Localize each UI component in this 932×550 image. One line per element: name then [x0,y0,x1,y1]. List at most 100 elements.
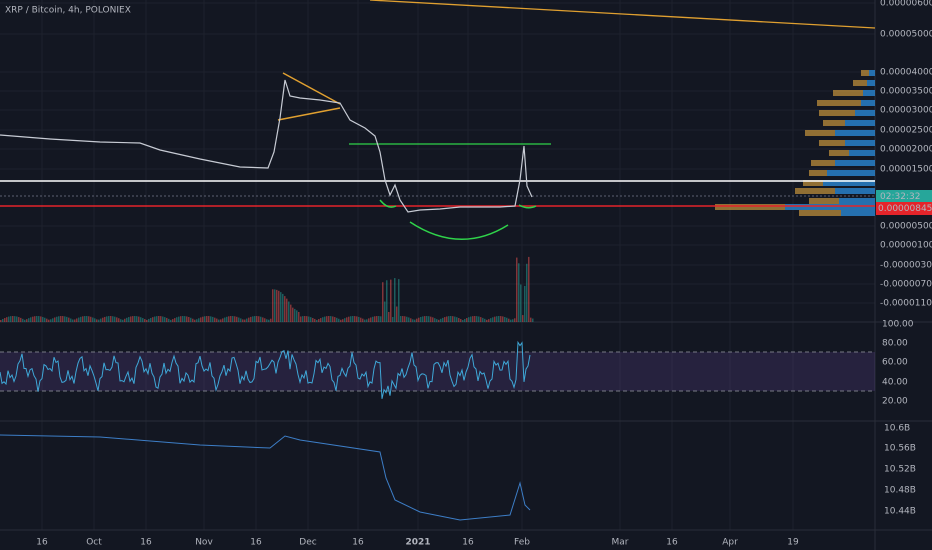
volume-bar [190,317,192,322]
volume-bar [82,316,84,322]
volume-bar [416,318,418,322]
volume-bar [230,316,232,322]
volume-bar [216,318,218,322]
volume-bar [382,282,384,322]
volume-bar [306,316,308,322]
volume-bar [142,318,144,322]
volume-bar [224,317,226,322]
volume-bar [328,316,330,322]
volume-bar [370,317,372,322]
volume-bar [346,317,348,322]
grid [0,0,875,530]
volume-bar [404,316,406,322]
volume-bar [122,319,124,322]
volume-bar [436,319,438,322]
volume-bar [144,319,146,322]
time-tick-label: 2021 [405,538,430,548]
volume-bar [440,318,442,322]
price-series [0,79,533,213]
volume-bar [276,289,278,322]
volume-bar [488,319,490,322]
profile-gold [823,120,845,126]
volume-bar [508,318,510,322]
volume-bar [170,319,172,322]
volume-bar [44,317,46,322]
time-tick-label: 16 [352,538,364,548]
volume-bar [38,316,40,322]
price-tick-label: 0.00003000 [880,106,932,116]
volume-bar [354,316,356,322]
volume-bar [210,316,212,322]
volume-bar [278,290,280,322]
profile-gold [809,198,839,204]
price-tick-label: 0.00005000 [880,30,932,40]
price-tick-label: -0.00000700 [880,280,932,290]
price-tick-label: 0.00002000 [880,145,932,155]
volume-bar [468,317,470,322]
volume-bar [514,318,516,322]
volume-bar [48,319,50,322]
volume-bar [476,316,478,322]
symbol-header: XRP / Bitcoin, 4h, POLONIEX [5,6,131,16]
volume-bar [134,316,136,322]
volume-bar [302,316,304,322]
volume-bar [530,317,532,322]
volume-bar [270,318,272,322]
volume-bar [292,307,294,322]
volume-bar [336,317,338,322]
volume-bar [4,318,6,322]
profile-blue [845,140,875,146]
volume-bar [168,318,170,322]
volume-bar [326,316,328,322]
volume-bar [374,316,376,322]
volume-bar [78,317,80,322]
volume-bar [234,316,236,322]
volume-bar [74,319,76,322]
rsi-tick-label: 20.00 [882,397,908,407]
volume-bar [120,319,122,322]
volume-profile [715,70,875,216]
volume-bar [408,317,410,322]
volume-bar [206,316,208,322]
volume-bar [298,311,300,322]
volume-bar [376,316,378,322]
volume-bar [518,263,520,322]
profile-gold [829,150,849,156]
volume-bar [258,316,260,322]
volume-bar [198,318,200,322]
profile-blue [839,198,875,204]
volume-bar [104,316,106,322]
volume-bar [108,316,110,322]
volume-bar [442,317,444,322]
volume-bar [248,317,250,322]
volume-bar [16,316,18,322]
volume-bar [528,256,530,322]
price-tick-label: -0.00000300 [880,261,932,271]
volume-bar [368,318,370,322]
time-tick-label: 16 [250,538,262,548]
volume-bar [152,317,154,322]
volume-bar [22,318,24,322]
volume-bar [342,319,344,322]
volume-bar [186,316,188,322]
obv-tick-label: 10.6B [884,424,910,434]
time-tick-label: 16 [666,538,678,548]
volume-bar [282,293,284,322]
volume-bar [318,319,320,322]
volume-bar [466,318,468,322]
volume-bar [100,318,102,322]
volume-bar [320,318,322,322]
volume-bar [76,318,78,322]
volume-bar [156,316,158,322]
profile-gold [803,180,823,186]
volume-bar [126,317,128,322]
volume-bar [208,316,210,322]
volume-bar [40,316,42,322]
volume-bar [274,289,276,322]
volume-bar [172,319,174,322]
volume-bar [80,316,82,322]
volume-bar [350,316,352,322]
profile-gold [819,110,855,116]
volume-bar [140,317,142,322]
